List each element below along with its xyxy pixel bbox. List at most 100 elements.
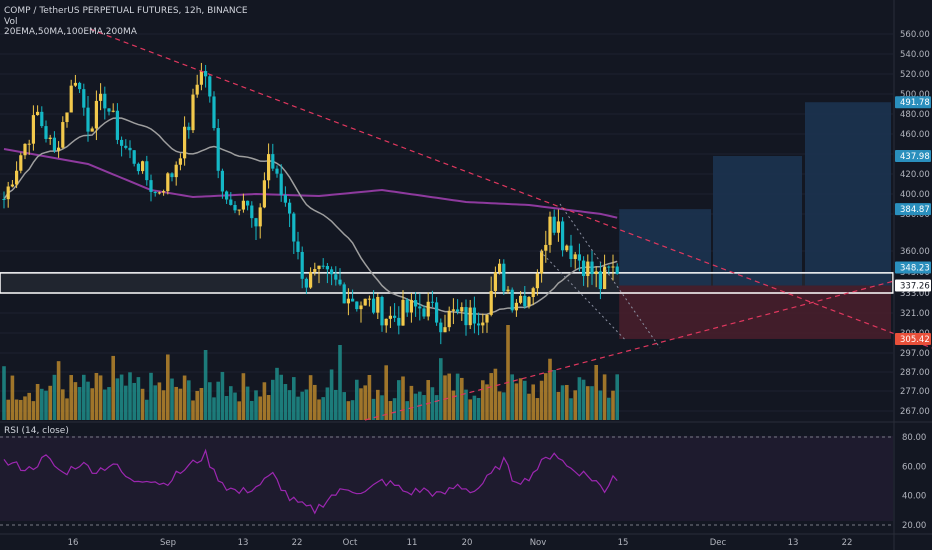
volume-bar [19, 399, 23, 420]
volume-bar [497, 391, 502, 420]
candle-body [334, 274, 338, 280]
volume-bar [397, 380, 401, 420]
candle-body [183, 126, 187, 159]
candle-body [199, 70, 203, 85]
rsi-tick-label: 20.00 [902, 521, 926, 531]
y-tick-label: 360.00 [900, 247, 930, 257]
candle-body [472, 307, 476, 324]
candle-body [498, 263, 502, 273]
volume-bar [380, 395, 384, 420]
candle-body [598, 271, 602, 290]
price-tag [895, 332, 931, 345]
volume-bar [363, 385, 367, 420]
volume-bar [355, 379, 359, 420]
volume-bar [115, 378, 120, 420]
candle-body [514, 302, 518, 311]
candle-body [128, 147, 132, 151]
candle-body [212, 96, 216, 129]
volume-bar [296, 396, 300, 420]
candle-body [10, 184, 14, 187]
candle-body [149, 180, 153, 192]
candle-body [552, 216, 556, 233]
volume-bar [31, 401, 36, 420]
candle-body [279, 173, 283, 195]
candle-body [237, 209, 241, 211]
candle-body [351, 298, 355, 302]
candle-body [57, 147, 61, 151]
candle-body [313, 269, 317, 272]
candle-body [548, 216, 552, 245]
volume-bar [254, 390, 258, 420]
volume-bar [212, 397, 216, 420]
volume-bar [434, 395, 439, 420]
candle-body [233, 204, 237, 211]
candle-body [468, 307, 472, 326]
candle-body [372, 298, 376, 313]
candle-body [430, 301, 434, 303]
candle-body [531, 288, 535, 298]
candle-body [481, 322, 485, 326]
candle-body [363, 298, 367, 306]
indicators-label: 20EMA,50MA,100EMA,200MA [4, 27, 137, 37]
candle-body [258, 207, 262, 227]
volume-bar [174, 386, 178, 420]
volume-bar [447, 373, 451, 420]
candle-body [367, 298, 371, 300]
volume-bar [233, 392, 237, 420]
volume-bar [153, 385, 157, 420]
candle-body [338, 279, 342, 285]
support-box [0, 272, 894, 294]
candle-body [246, 200, 250, 206]
volume-bar [602, 374, 607, 420]
volume-bar [287, 390, 292, 420]
volume-bar [548, 358, 552, 420]
candle-body [376, 296, 380, 313]
volume-bar [61, 389, 65, 420]
volume-bar [199, 387, 204, 420]
volume-bar [132, 382, 136, 420]
y-tick-label: 400.00 [900, 190, 930, 200]
price-tag-label: 348.23 [900, 263, 930, 273]
volume-bar [560, 385, 565, 420]
y-tick-label: 287.00 [900, 368, 930, 378]
volume-bar [388, 401, 393, 420]
candle-body [443, 327, 447, 333]
y-tick-label: 297.00 [900, 349, 930, 359]
volume-bar [409, 385, 414, 420]
volume-bar [539, 380, 544, 420]
candle-body [388, 315, 392, 319]
volume-bar [325, 387, 330, 420]
candle-body [262, 180, 266, 208]
candle-body [254, 218, 258, 227]
candle-body [317, 265, 321, 270]
y-tick-label: 277.00 [900, 387, 930, 397]
volume-bar [590, 386, 594, 420]
volume-bar [140, 388, 145, 420]
volume-bar [502, 392, 506, 420]
candle-body [359, 305, 363, 310]
x-tick-label: 22 [292, 538, 303, 548]
price-tag [895, 261, 931, 274]
volume-bar [77, 387, 82, 420]
volume-bar [27, 392, 31, 420]
volume-bar [527, 393, 531, 420]
price-tag-label: 305.42 [900, 335, 930, 345]
candle-body [111, 110, 115, 112]
y-tick-label: 420.00 [900, 170, 930, 180]
volume-bar [476, 397, 481, 420]
candle-body [561, 221, 565, 251]
candle-body [535, 273, 539, 289]
volume-bar [376, 389, 380, 420]
volume-bar [426, 380, 430, 420]
candle-body [2, 199, 6, 200]
volume-bar [338, 345, 342, 420]
volume-bar [514, 383, 519, 420]
volume-bar [577, 377, 582, 420]
candle-body [90, 128, 94, 132]
candle-body [435, 302, 439, 323]
price-tag-label: 384.87 [900, 205, 930, 215]
candle-body [191, 94, 195, 131]
candle-body [565, 245, 569, 251]
candle-body [540, 250, 544, 274]
